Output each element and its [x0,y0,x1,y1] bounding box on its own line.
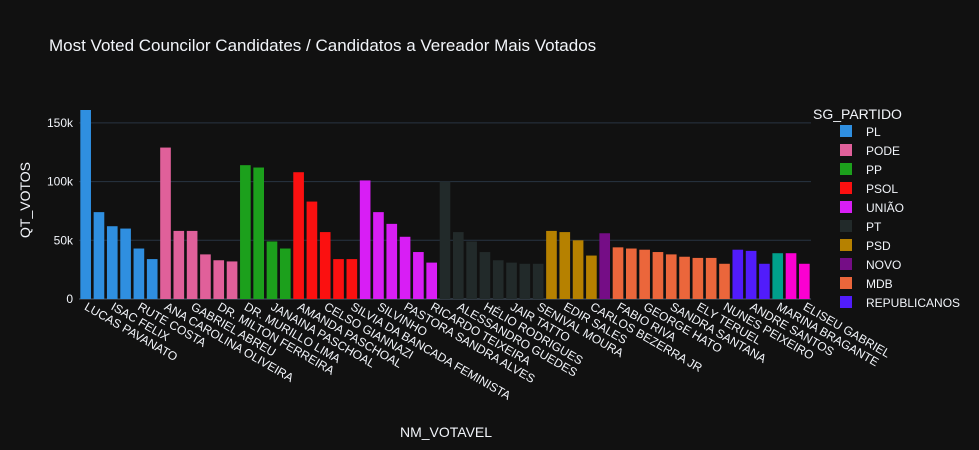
bar[interactable] [546,230,557,299]
bar[interactable] [386,223,398,299]
legend-label: PL [866,125,881,139]
bar[interactable] [586,255,597,299]
legend-swatch [840,258,852,270]
bars [80,110,810,299]
legend-label: NOVO [866,258,901,272]
legend-label: PT [866,220,882,234]
legend-label: PP [866,163,882,177]
legend-item[interactable]: NOVO [840,258,901,272]
bar[interactable] [692,257,704,299]
bar[interactable] [452,232,464,299]
bar[interactable] [745,250,757,299]
bar[interactable] [173,230,185,299]
bar[interactable] [506,262,517,299]
bar[interactable] [293,172,304,299]
legend-label: PSOL [866,182,898,196]
bar[interactable] [599,233,611,299]
bar[interactable] [705,257,717,299]
legend-swatch [840,163,852,175]
bar[interactable] [226,261,238,299]
y-axis-title: QT_VOTOS [17,162,33,238]
bar[interactable] [120,228,131,299]
legend-label: REPUBLICANOS [866,296,960,310]
bar[interactable] [319,232,331,299]
bar[interactable] [759,263,770,299]
bar[interactable] [612,247,624,299]
legend-item[interactable]: MDB [840,277,893,291]
bar[interactable] [186,230,198,299]
legend-item[interactable]: REPUBLICANOS [840,296,960,310]
bar[interactable] [785,253,797,299]
legend-item[interactable]: PL [840,125,881,139]
bar[interactable] [93,212,105,299]
legend-swatch [840,144,852,156]
bar[interactable] [426,262,438,299]
y-tick-label: 100k [47,175,74,189]
legend: SG_PARTIDO PL PODE PP PSOL UNIÃO PT PSD NOVO MDB… [813,106,960,310]
bar[interactable] [146,259,158,299]
bar[interactable] [106,226,118,299]
legend-swatch [840,182,852,194]
legend-label: UNIÃO [866,201,904,215]
legend-label: MDB [866,277,893,291]
bar[interactable] [346,259,358,299]
bar[interactable] [492,260,504,299]
legend-items: PL PODE PP PSOL UNIÃO PT PSD NOVO MDB REPUBLICANO… [840,125,960,310]
bar[interactable] [572,240,584,299]
legend-item[interactable]: PSD [840,239,891,253]
y-tick-label: 50k [54,233,74,247]
bar[interactable] [306,201,318,299]
legend-item[interactable]: UNIÃO [840,201,904,215]
bar[interactable] [279,248,291,299]
y-axis-ticks: 0 50k 100k 150k [47,116,74,306]
bar[interactable] [532,263,544,299]
bar[interactable] [679,256,690,299]
bar[interactable] [466,241,477,299]
bar[interactable] [519,263,531,299]
legend-label: PSD [866,239,891,253]
legend-item[interactable]: PP [840,163,882,177]
bar[interactable] [559,232,571,299]
x-axis-title: NM_VOTAVEL [400,424,492,440]
bar[interactable] [799,263,810,299]
bar[interactable] [80,110,91,299]
y-tick-label: 0 [66,292,73,306]
legend-item[interactable]: PODE [840,144,900,158]
bar[interactable] [213,260,225,299]
bar[interactable] [732,249,744,299]
bar[interactable] [772,253,784,299]
bar[interactable] [652,252,664,299]
chart-title: Most Voted Councilor Candidates / Candid… [49,36,596,55]
bar[interactable] [266,241,278,299]
bar[interactable] [200,254,211,299]
bar[interactable] [133,248,145,299]
legend-swatch [840,125,852,137]
bar[interactable] [439,181,451,299]
bar[interactable] [399,236,411,299]
legend-item[interactable]: PT [840,220,882,234]
bar[interactable] [665,254,677,299]
bar[interactable] [333,259,344,299]
bar[interactable] [359,180,371,299]
bar[interactable] [719,263,730,299]
legend-label: PODE [866,144,900,158]
legend-swatch [840,277,852,289]
legend-swatch [840,239,852,251]
legend-title: SG_PARTIDO [813,106,902,122]
bar[interactable] [479,252,491,299]
bar[interactable] [413,252,424,299]
legend-swatch [840,296,852,308]
bar[interactable] [240,165,251,299]
bar[interactable] [253,167,264,299]
bar[interactable] [373,212,384,299]
legend-swatch [840,201,852,213]
y-tick-label: 150k [47,116,74,130]
legend-swatch [840,220,852,232]
legend-item[interactable]: PSOL [840,182,898,196]
bar[interactable] [626,248,637,299]
bar[interactable] [639,249,650,299]
bar[interactable] [160,147,171,299]
